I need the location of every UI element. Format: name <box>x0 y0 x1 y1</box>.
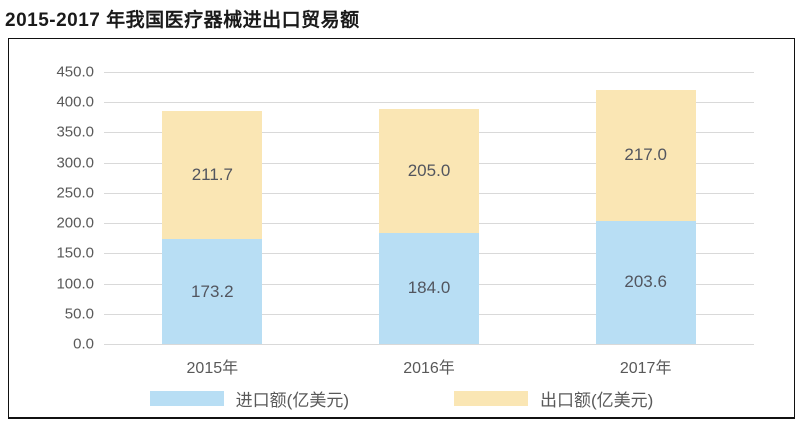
export-legend-swatch <box>454 391 528 406</box>
export-bar-segment <box>379 108 479 233</box>
bar-value-label: 173.2 <box>191 281 234 301</box>
x-axis-category-label: 2017年 <box>619 360 672 377</box>
y-axis-tick-label: 0.0 <box>73 335 94 353</box>
import-legend-swatch <box>149 391 224 406</box>
legend-item-import: 进口额(亿美元) <box>149 386 349 411</box>
legend-label: 出口额(亿美元) <box>540 391 654 410</box>
y-axis-tick-label: 250.0 <box>56 184 94 202</box>
bar-value-label: 203.6 <box>624 272 667 292</box>
legend-label: 进口额(亿美元) <box>235 391 349 410</box>
y-axis-tick-label: 300.0 <box>56 154 94 172</box>
import-bar-segment <box>162 239 263 344</box>
y-axis-tick-label: 150.0 <box>56 244 94 262</box>
x-axis-category-label: 2015年 <box>186 360 239 377</box>
export-bar-segment <box>162 111 263 240</box>
bar-value-label: 184.0 <box>407 278 451 298</box>
bar-value-label: 205.0 <box>407 160 451 180</box>
legend: 进口额(亿美元) 出口额(亿美元) <box>9 386 794 411</box>
y-axis-tick-label: 350.0 <box>56 123 94 141</box>
import-bar-segment <box>595 220 696 344</box>
legend-item-export: 出口额(亿美元) <box>454 386 653 411</box>
bar-value-label: 211.7 <box>191 165 233 185</box>
y-gridline <box>104 72 754 73</box>
y-gridline <box>104 102 754 104</box>
x-axis-category-label: 2016年 <box>403 360 455 377</box>
y-axis-tick-label: 450.0 <box>56 63 94 81</box>
import-bar-segment <box>379 232 479 344</box>
bar-value-label: 217.0 <box>624 145 667 165</box>
y-axis-tick-label: 200.0 <box>56 214 94 232</box>
export-bar-segment <box>595 89 696 221</box>
y-axis-tick-label: 100.0 <box>56 275 94 293</box>
y-axis-tick-label: 50.0 <box>64 305 94 323</box>
chart-frame: 0.0 50.0 100.0 150.0 200.0 250.0 300.0 350.0 400… <box>8 38 795 419</box>
y-gridline <box>104 344 754 345</box>
y-axis-tick-label: 400.0 <box>56 93 94 111</box>
chart-title: 2015-2017 年我国医疗器械进出口贸易额 <box>5 10 360 31</box>
